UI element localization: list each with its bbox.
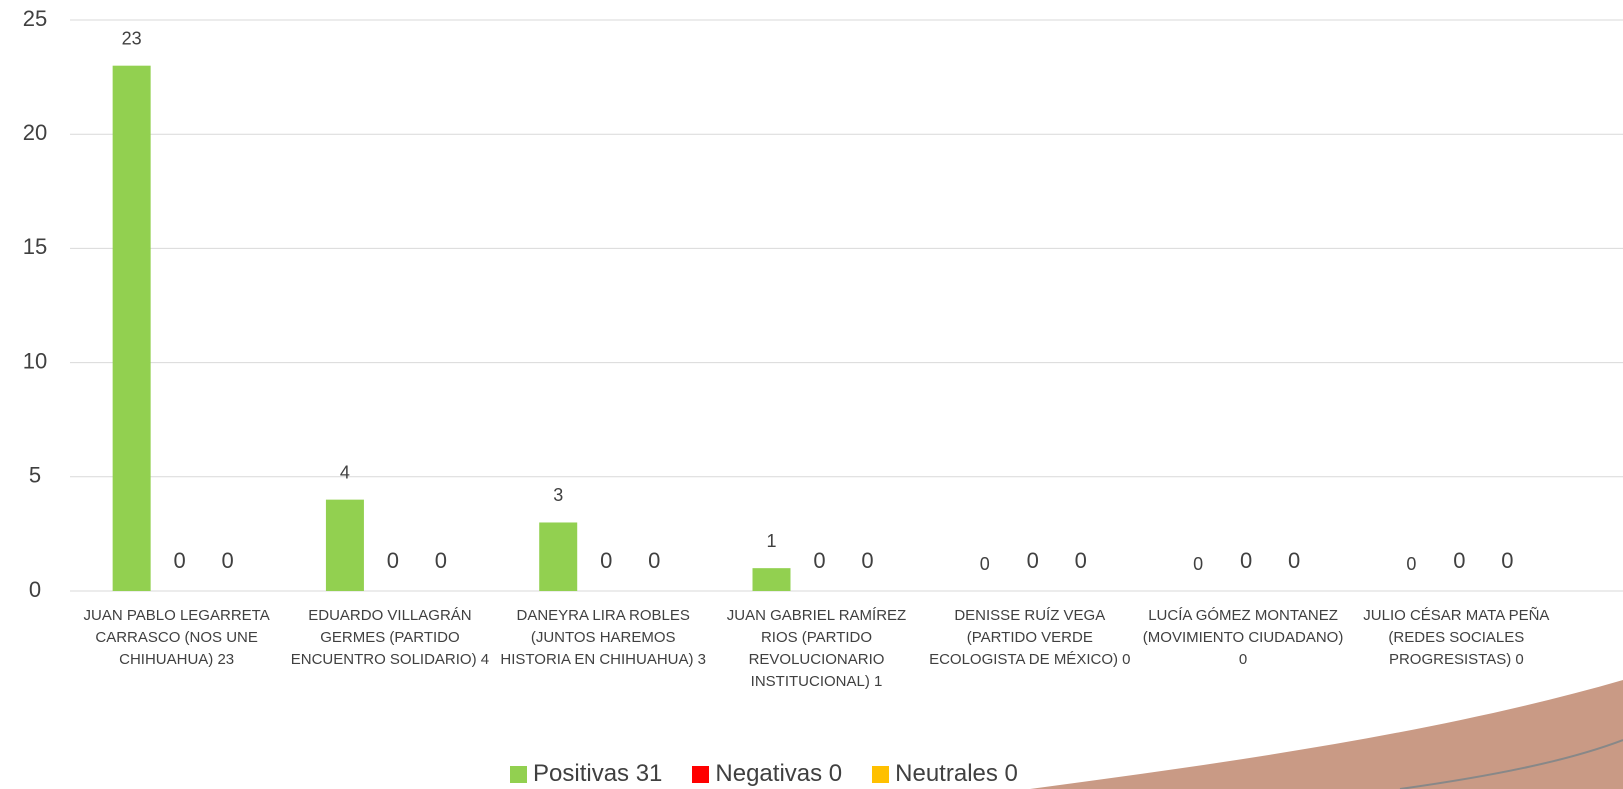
legend-swatch bbox=[510, 765, 527, 783]
data-label: 0 bbox=[980, 554, 990, 574]
x-tick-label: DANEYRA LIRA ROBLES (JUNTOS HAREMOS HIST… bbox=[500, 607, 706, 668]
data-label: 0 bbox=[600, 548, 612, 573]
legend-entry: Positivas 31 bbox=[510, 760, 662, 788]
y-tick-label: 5 bbox=[29, 463, 41, 488]
data-label: 0 bbox=[861, 548, 873, 573]
data-label: 0 bbox=[222, 548, 234, 573]
data-label: 0 bbox=[435, 548, 447, 573]
data-label: 0 bbox=[813, 548, 825, 573]
data-label: 0 bbox=[1027, 548, 1039, 573]
x-tick-label: LUCÍA GÓMEZ MONTANEZ (MOVIMIENTO CIUDADA… bbox=[1142, 607, 1344, 668]
bar bbox=[112, 65, 151, 592]
data-label: 3 bbox=[553, 485, 563, 505]
data-label: 0 bbox=[387, 548, 399, 573]
y-tick-label: 10 bbox=[23, 348, 47, 373]
bar bbox=[325, 499, 364, 591]
y-tick-label: 0 bbox=[29, 577, 41, 602]
data-label: 0 bbox=[1075, 548, 1087, 573]
y-tick-label: 15 bbox=[23, 234, 47, 259]
y-tick-label: 25 bbox=[23, 6, 47, 31]
legend-entry: Negativas 0 bbox=[692, 760, 842, 788]
y-tick-label: 20 bbox=[23, 120, 47, 145]
data-label: 0 bbox=[1288, 548, 1300, 573]
legend-label: Negativas 0 bbox=[715, 760, 843, 787]
data-label: 0 bbox=[1240, 548, 1252, 573]
x-tick-label: DENISSE RUÍZ VEGA (PARTIDO VERDE ECOLOGI… bbox=[929, 607, 1131, 668]
legend-entry: Neutrales 0 bbox=[872, 760, 1018, 788]
decoration-line bbox=[1399, 739, 1623, 789]
legend-swatch bbox=[692, 765, 710, 783]
data-label: 4 bbox=[340, 462, 350, 482]
data-label: 0 bbox=[174, 548, 186, 573]
bar bbox=[539, 522, 578, 591]
data-label: 0 bbox=[1453, 548, 1465, 573]
legend-label: Positivas 31 bbox=[533, 760, 663, 787]
legend-swatch bbox=[872, 765, 890, 783]
data-label: 0 bbox=[1406, 554, 1416, 574]
x-tick-label: JULIO CÉSAR MATA PEÑA (REDES SOCIALES PR… bbox=[1363, 607, 1550, 668]
data-label: 0 bbox=[648, 548, 660, 573]
data-label: 23 bbox=[122, 28, 142, 48]
x-tick-label: EDUARDO VILLAGRÁN GERMES (PARTIDO ENCUEN… bbox=[290, 607, 490, 668]
data-label: 1 bbox=[766, 531, 776, 551]
x-tick-label: JUAN PABLO LEGARRETA CARRASCO (NOS UNE C… bbox=[83, 607, 270, 668]
data-label: 0 bbox=[1193, 554, 1203, 574]
data-label: 0 bbox=[1501, 548, 1513, 573]
x-tick-label: JUAN GABRIEL RAMÍREZ RIOS (PARTIDO REVOL… bbox=[726, 607, 907, 690]
bar bbox=[752, 568, 791, 591]
decoration bbox=[1030, 680, 1623, 789]
legend-label: Neutrales 0 bbox=[895, 760, 1018, 787]
